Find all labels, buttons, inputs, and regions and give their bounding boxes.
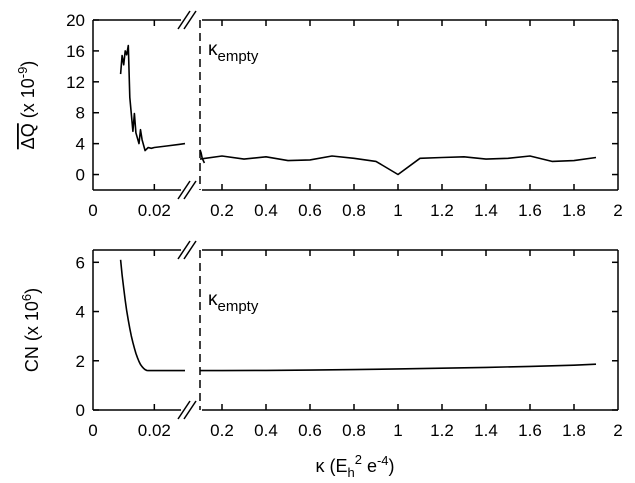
x-tick-label-7: 1.2 [430,421,454,440]
x-tick-label-6: 1 [393,201,402,220]
x-tick-label-0: 0 [88,201,97,220]
y-tick-label-5: 20 [66,11,85,30]
x-tick-label-4: 0.6 [298,421,322,440]
y-tick-label-1: 2 [76,352,85,371]
x-tick-label-6: 1 [393,421,402,440]
x-tick-label-4: 0.6 [298,201,322,220]
x-tick-label-10: 1.8 [562,201,586,220]
series-line-2 [200,363,597,372]
x-axis-label: κ (Eh2 e-4) [315,452,394,480]
x-tick-label-11: 2 [613,201,622,220]
x-tick-label-3: 0.4 [254,421,278,440]
x-tick-label-1: 0.02 [138,201,171,220]
y-axis-label: CN (x 106) [19,288,42,372]
axis-break-mark-bottom-1 [177,400,191,420]
axis-break-mark-top-2 [183,240,197,260]
y-tick-label-0: 0 [76,401,85,420]
y-tick-label-3: 12 [66,73,85,92]
x-tick-label-10: 1.8 [562,421,586,440]
y-tick-label-2: 8 [76,104,85,123]
y-tick-label-2: 4 [76,303,85,322]
y-tick-label-1: 4 [76,135,85,154]
y-tick-label-4: 16 [66,42,85,61]
axis-break-mark-top-1 [177,240,191,260]
x-tick-label-9: 1.6 [518,421,542,440]
x-tick-label-5: 0.8 [342,201,366,220]
x-tick-label-11: 2 [613,421,622,440]
x-tick-label-7: 1.2 [430,201,454,220]
axis-break-mark-bottom-2 [183,180,197,200]
axis-break-mark-top-1 [177,10,191,30]
axis-break-mark-bottom-2 [183,400,197,420]
x-tick-label-1: 0.02 [138,421,171,440]
panel-2: 0 2 4 6 0 0.02 0.2 0.4 0.6 0.8 1 1.2 1.4 1.6 1.8 2 κempt… [19,240,623,480]
series-line-1 [119,259,185,372]
kappa-empty-label: κempty [208,289,259,315]
x-tick-label-8: 1.4 [474,421,498,440]
x-tick-label-2: 0.2 [210,421,234,440]
x-tick-label-0: 0 [88,421,97,440]
x-tick-label-8: 1.4 [474,201,498,220]
panel-1: 0 4 8 12 16 20 0 0.02 0.2 0.4 0.6 0.8 1 1.2 1.4 1.6 1.8 2… [15,10,623,220]
y-axis-label: ΔQ (x 10-9) [15,61,38,150]
series-line-1 [119,44,186,152]
kappa-empty-label: κempty [208,39,259,65]
x-tick-label-5: 0.8 [342,421,366,440]
x-tick-label-9: 1.6 [518,201,542,220]
axis-break-mark-top-2 [183,10,197,30]
x-tick-label-2: 0.2 [210,201,234,220]
x-tick-label-3: 0.4 [254,201,278,220]
y-tick-label-0: 0 [76,166,85,185]
y-tick-label-3: 6 [76,253,85,272]
series-line-3 [199,155,597,176]
axis-break-mark-bottom-1 [177,180,191,200]
